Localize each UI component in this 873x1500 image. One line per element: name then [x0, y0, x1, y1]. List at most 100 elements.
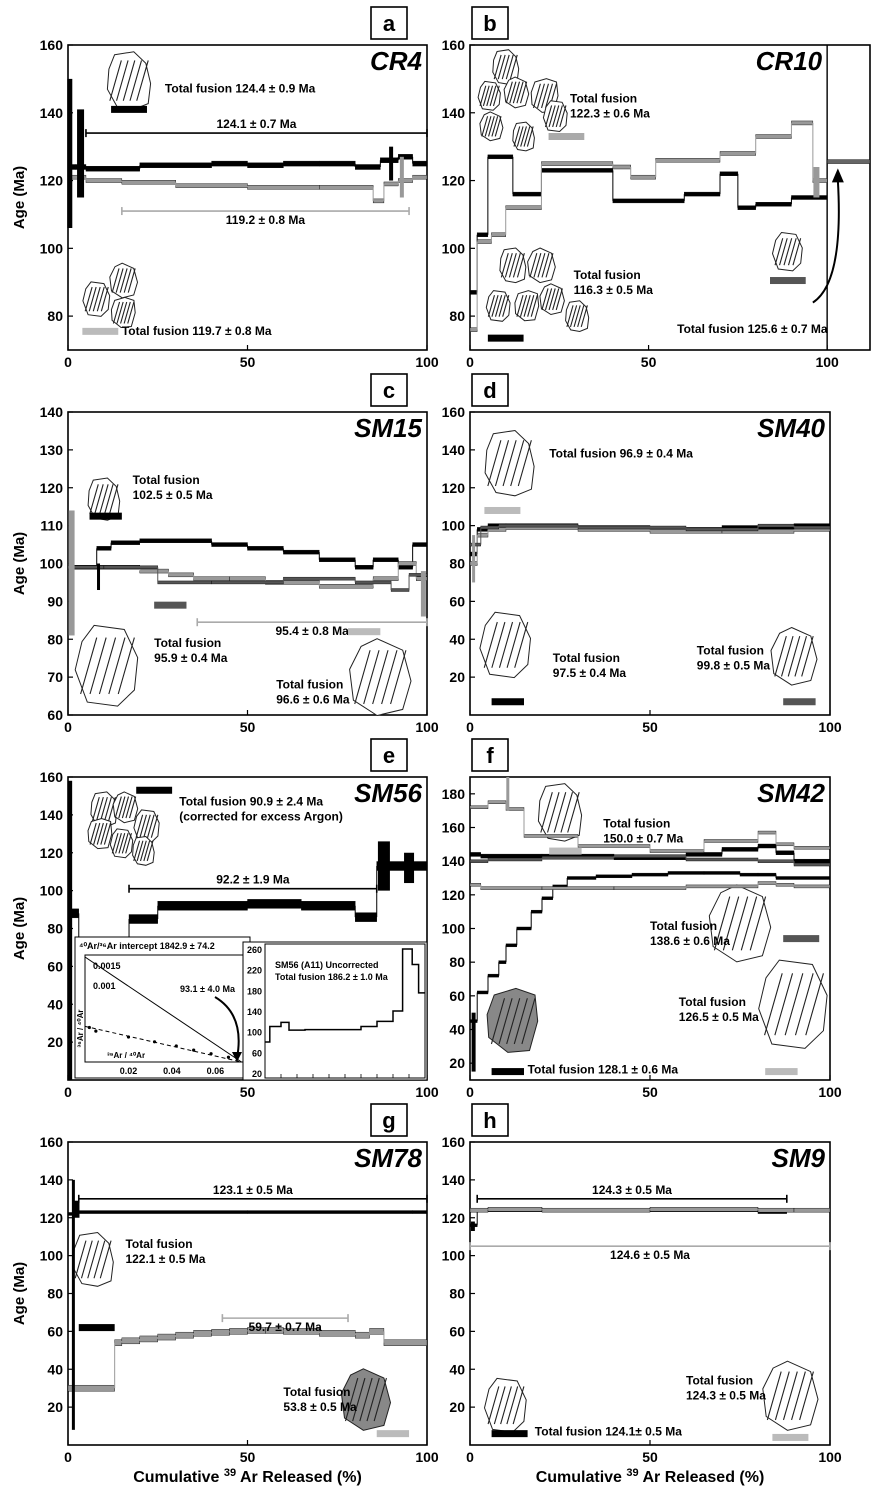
total-fusion-bar	[772, 1433, 809, 1441]
ytick-label: 160	[40, 769, 64, 785]
step-bar	[355, 1331, 370, 1339]
step-bar	[721, 847, 759, 852]
grain-cleavage-line	[546, 792, 560, 833]
grain-cleavage-line	[123, 301, 131, 324]
xtick-label: 100	[415, 1084, 439, 1100]
xtick-label: 50	[642, 719, 658, 735]
grain-cleavage-line	[112, 301, 121, 324]
step-bar	[498, 523, 579, 528]
isochron-fit	[84, 1025, 242, 1063]
total-fusion-label: Total fusion 125.6 ± 0.7 Ma	[677, 322, 828, 336]
step-bar	[372, 576, 399, 581]
step-bar	[412, 1210, 428, 1214]
total-fusion-label: 95.9 ± 0.4 Ma	[154, 651, 228, 665]
step-bar	[487, 800, 507, 804]
xtick-label: 0	[64, 354, 72, 370]
step-bar	[719, 171, 739, 176]
y-axis-title: Age (Ma)	[11, 532, 28, 595]
ytick-label: 80	[449, 954, 465, 970]
ytick-label: 20	[449, 1055, 465, 1071]
error-spike	[399, 156, 404, 198]
step-bar	[631, 872, 669, 877]
isochron-point	[192, 1048, 196, 1052]
grain-cleavage-line	[390, 650, 407, 705]
grain-cleavage-line	[555, 105, 563, 128]
grain-cleavage-line	[119, 268, 128, 293]
grain-cleavage-line	[536, 83, 545, 109]
grain-cleavage-line	[99, 1240, 112, 1279]
isochron-point	[126, 1035, 131, 1039]
panel-h: 20 40 60 80 100 120 140 160 0 50 100 h SM9 124.3 ± 0.…	[442, 1103, 842, 1486]
grain-cleavage-line	[516, 126, 524, 147]
grain-cleavage-line	[779, 238, 788, 266]
ytick-label: 80	[47, 1286, 63, 1302]
grain-cleavage-line	[505, 54, 514, 80]
isochron-ytick: 0.0015	[93, 961, 121, 971]
step-bar	[775, 842, 795, 847]
total-fusion-bar	[136, 786, 173, 794]
ytick-label: 70	[47, 669, 63, 685]
grain-cleavage-line	[494, 116, 502, 137]
plateau-label: 95.4 ± 0.8 Ma	[275, 624, 349, 638]
step-bar	[355, 565, 374, 570]
panel-letter-box	[370, 738, 408, 772]
total-fusion-label: Total fusion	[603, 817, 670, 831]
isochron-xtick: 0.06	[207, 1066, 225, 1076]
panel-d: 20 40 60 80 100 120 140 160 0 50 100 d SM40 Total fus…	[442, 373, 842, 735]
ytick-label: 60	[47, 1323, 63, 1339]
isochron-xtick: 0.04	[163, 1066, 181, 1076]
arrow-line	[812, 180, 840, 304]
grain-cleavage-line	[359, 1377, 373, 1422]
step-bar	[383, 181, 399, 187]
step-bar	[498, 960, 507, 964]
step-bar	[114, 1339, 123, 1346]
step-bar	[757, 859, 795, 863]
panel-letter-box	[370, 373, 408, 407]
ytick-label: 80	[47, 631, 63, 647]
step-bar	[355, 912, 377, 922]
error-spike	[470, 1221, 475, 1232]
step-bar	[412, 174, 428, 180]
grain-cleavage-line	[80, 1240, 93, 1279]
step-bar	[541, 896, 554, 900]
xtick-label: 50	[642, 1084, 658, 1100]
total-fusion-label: Total fusion	[697, 643, 764, 657]
step-bar	[684, 191, 721, 197]
step-bar	[516, 926, 532, 931]
step-bar	[469, 290, 478, 295]
grain-cleavage-line	[143, 814, 151, 838]
step-bar	[757, 523, 795, 528]
grain-cleavage-line	[799, 1371, 814, 1421]
grain-cleavage-line	[120, 301, 128, 324]
grain-cleavage-line	[146, 814, 155, 838]
grain-cleavage-line	[116, 60, 129, 101]
step-bar	[412, 160, 428, 167]
grain-cleavage-line	[512, 1386, 525, 1425]
grain-cleavage-line	[552, 288, 560, 311]
grain-cleavage-line	[501, 54, 510, 80]
total-fusion-bar	[376, 1430, 410, 1438]
uncorrected-ytick: 100	[247, 1028, 262, 1038]
step-bar	[739, 872, 759, 877]
step-bar	[685, 857, 759, 862]
step-bar	[139, 1335, 158, 1343]
panel-letter-box	[471, 738, 509, 772]
step-bar	[531, 909, 543, 914]
error-spike	[77, 109, 85, 198]
total-fusion-label: 99.8 ± 0.5 Ma	[697, 658, 771, 672]
xtick-label: 0	[64, 1449, 72, 1465]
grain-cleavage-line	[125, 833, 132, 854]
grain-cleavage-line	[125, 796, 133, 819]
panel-letter-box	[471, 6, 509, 40]
step-bar	[595, 874, 633, 879]
total-fusion-label: Total fusion 124.4 ± 0.9 Ma	[165, 81, 316, 95]
grain-cleavage-line	[502, 295, 510, 317]
x-axis-title-post: Ar Released (%)	[639, 1469, 765, 1486]
grain-cleavage-line	[552, 105, 560, 128]
arrow-head	[831, 168, 844, 183]
grain-cleavage-line	[569, 305, 578, 328]
step-bar	[319, 185, 374, 190]
total-fusion-label: 96.6 ± 0.6 Ma	[276, 692, 350, 706]
step-bar	[110, 540, 141, 545]
xtick-label: 50	[642, 1449, 658, 1465]
